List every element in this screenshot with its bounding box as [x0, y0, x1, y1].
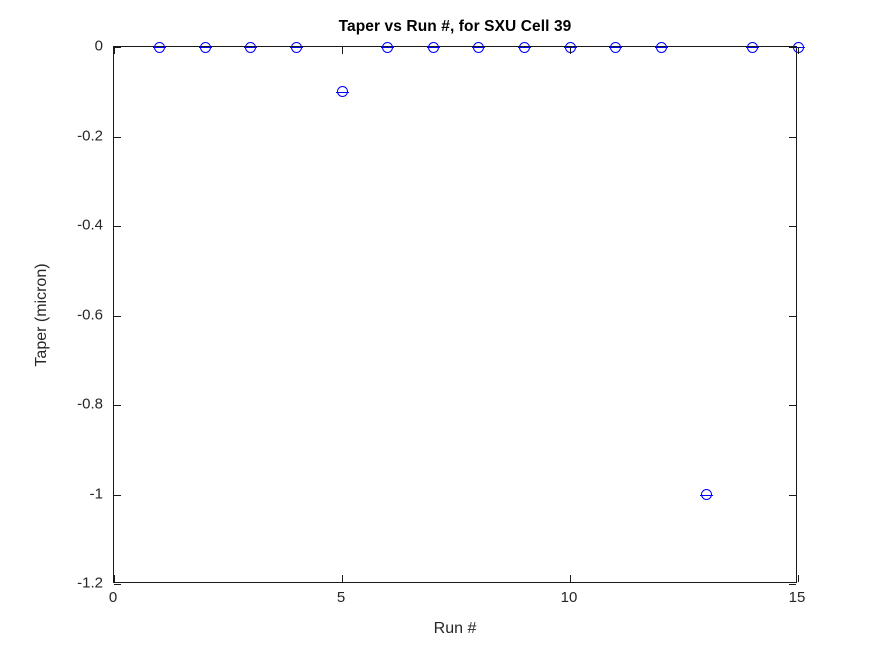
y-axis-tick	[114, 226, 121, 227]
y-axis-tick	[114, 584, 121, 585]
x-axis-tick-label: 5	[336, 589, 346, 606]
x-axis-tick	[798, 47, 799, 54]
y-axis-tick	[789, 584, 796, 585]
y-axis-tick-label: -0.8	[77, 395, 103, 413]
x-axis-tick-label: 0	[108, 589, 118, 606]
y-axis-tick	[789, 494, 796, 496]
y-axis-tick	[114, 405, 121, 406]
y-axis-tick-label: -0.4	[77, 216, 103, 234]
x-axis-tick	[570, 47, 571, 54]
y-axis-tick	[789, 47, 796, 48]
x-axis-tick-labels: 0 5 10 15	[109, 589, 806, 611]
data-point-marker[interactable]	[655, 41, 667, 53]
y-axis-tick	[114, 47, 121, 48]
y-axis-tick	[789, 405, 796, 406]
chart-title: Taper vs Run #, for SXU Cell 39	[338, 18, 572, 35]
y-axis-tick	[114, 315, 121, 317]
data-series-layer	[114, 41, 805, 582]
data-point-marker[interactable]	[154, 41, 166, 53]
y-axis-tick-label: -0.6	[77, 306, 103, 323]
y-axis-tick-label: 0	[94, 37, 103, 55]
y-axis-tick	[114, 494, 121, 496]
data-point-marker[interactable]	[610, 41, 622, 53]
data-point-marker[interactable]	[336, 86, 348, 98]
y-axis-tick-label: -1.2	[77, 574, 103, 592]
x-axis-tick	[342, 47, 343, 54]
data-point-marker[interactable]	[199, 41, 211, 53]
x-axis-tick	[798, 575, 799, 582]
data-point-marker[interactable]	[382, 41, 394, 53]
y-axis-tick-labels: 0 -0.2 -0.4 -0.6 -0.8 -1 -1.2	[0, 38, 103, 592]
x-axis-tick-label: 15	[788, 589, 806, 606]
y-axis-tick	[114, 136, 121, 138]
data-point-marker[interactable]	[290, 41, 302, 53]
data-point-marker[interactable]	[473, 41, 485, 53]
y-axis-tick	[789, 226, 796, 227]
y-axis-tick-label: -0.2	[77, 127, 103, 144]
x-axis-title: Run #	[433, 620, 477, 637]
data-point-marker[interactable]	[701, 489, 713, 500]
x-axis-tick-label: 10	[560, 589, 578, 606]
x-axis-tick	[114, 575, 115, 582]
data-point-marker[interactable]	[427, 41, 439, 53]
data-point-marker[interactable]	[518, 41, 530, 53]
data-point-marker[interactable]	[245, 41, 257, 53]
y-axis-tick	[789, 136, 796, 138]
y-axis-tick	[789, 315, 796, 317]
data-point-marker[interactable]	[746, 41, 758, 53]
x-axis-tick	[342, 575, 343, 582]
y-axis-tick-label: -1	[89, 485, 103, 502]
x-axis-tick	[570, 575, 571, 582]
x-axis-tick	[114, 47, 115, 54]
plot-area	[113, 41, 805, 585]
